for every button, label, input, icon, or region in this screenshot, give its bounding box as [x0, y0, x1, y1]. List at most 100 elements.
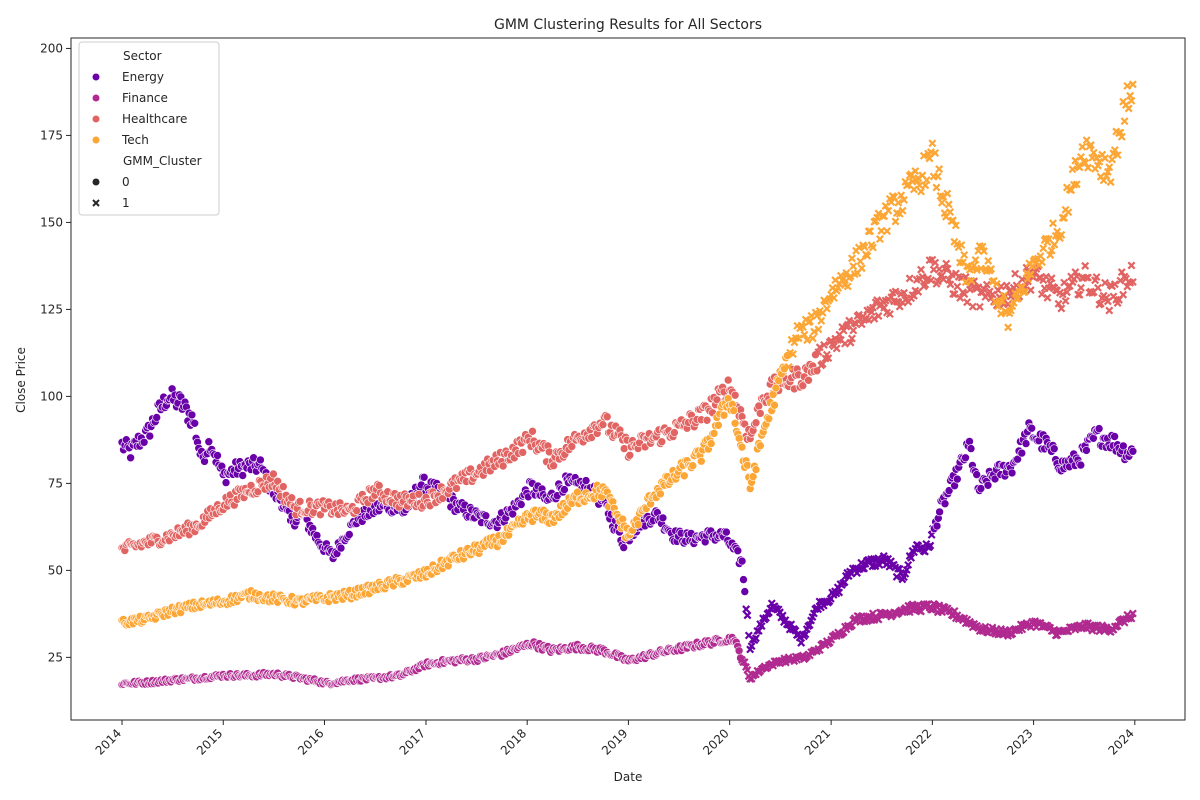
data-point — [1093, 283, 1102, 292]
data-point — [1004, 300, 1013, 309]
data-point — [798, 381, 808, 391]
legend-entry: Finance — [122, 91, 168, 105]
data-point — [1110, 146, 1119, 155]
series-healthcare — [117, 255, 1137, 555]
data-point — [344, 530, 354, 539]
data-point — [743, 665, 752, 674]
data-point — [1068, 165, 1077, 174]
data-point — [1127, 261, 1136, 270]
legend-entry: 1 — [122, 196, 130, 210]
data-point — [965, 437, 974, 446]
data-point — [1012, 281, 1021, 290]
data-point — [849, 326, 858, 335]
data-point — [452, 484, 461, 493]
data-point — [755, 409, 765, 418]
data-point — [598, 420, 608, 429]
data-point — [670, 428, 679, 437]
data-point — [940, 499, 950, 509]
y-tick-label: 125 — [40, 302, 63, 316]
data-point — [739, 575, 748, 584]
data-point — [737, 442, 747, 452]
data-point — [754, 626, 763, 635]
data-point — [960, 250, 969, 259]
data-point — [719, 410, 729, 420]
data-point — [414, 489, 424, 499]
legend-entry: 0 — [122, 175, 130, 189]
data-point — [1076, 152, 1085, 161]
data-point — [1095, 157, 1104, 166]
data-point — [1050, 240, 1059, 249]
data-point — [751, 418, 761, 428]
data-point — [866, 227, 875, 236]
data-point — [1058, 290, 1067, 299]
data-point — [679, 471, 689, 481]
data-point — [246, 481, 256, 490]
data-point — [824, 354, 833, 363]
data-point — [997, 282, 1005, 291]
data-point — [1026, 286, 1035, 295]
data-point — [864, 316, 873, 324]
data-point — [1027, 423, 1036, 433]
legend-entry: Healthcare — [122, 112, 187, 126]
data-point — [1120, 117, 1129, 126]
data-point — [1037, 258, 1046, 267]
data-point — [935, 507, 944, 517]
legend: Sector Energy Finance Healthcare Tech GMM_Clu… — [78, 41, 220, 216]
data-point — [1026, 270, 1035, 279]
data-point — [1096, 299, 1105, 308]
data-point — [931, 258, 940, 267]
data-point — [784, 362, 793, 371]
data-point — [1042, 272, 1051, 281]
data-point — [126, 453, 135, 463]
data-point — [970, 261, 979, 270]
data-point — [518, 448, 528, 457]
data-point — [1078, 142, 1087, 151]
legend-box — [78, 41, 220, 216]
data-point — [990, 474, 1000, 484]
data-point — [905, 274, 914, 283]
chart-title: GMM Clustering Results for All Sectors — [494, 17, 762, 33]
y-tick-label: 50 — [48, 563, 63, 577]
data-point — [971, 255, 980, 264]
data-point — [885, 310, 894, 319]
data-point — [846, 272, 855, 281]
data-point — [820, 340, 829, 349]
data-point — [1084, 163, 1093, 172]
data-point — [928, 139, 937, 148]
data-point — [213, 451, 222, 460]
legend-marker — [92, 115, 100, 123]
y-tick-label: 75 — [48, 476, 63, 490]
data-point — [961, 278, 970, 287]
data-point — [1004, 323, 1013, 332]
data-point — [818, 359, 827, 368]
data-point — [856, 257, 865, 266]
data-point — [883, 227, 891, 236]
data-point — [841, 339, 849, 348]
data-point — [1075, 290, 1084, 299]
data-point — [1062, 288, 1071, 297]
data-point — [755, 441, 765, 451]
data-point — [957, 241, 966, 250]
data-point — [1089, 148, 1098, 157]
points-layer — [117, 80, 1138, 690]
legend-marker — [92, 73, 100, 81]
data-point — [900, 288, 908, 297]
data-point — [897, 191, 906, 200]
data-point — [975, 302, 984, 311]
data-point — [880, 303, 889, 312]
x-axis: 2014 2015 2016 2017 2018 2019 2020 2021 2022 2023… — [93, 720, 1137, 758]
data-point — [952, 474, 962, 484]
x-tick-label: 2018 — [498, 726, 529, 757]
data-point — [1021, 439, 1031, 448]
data-point — [1117, 268, 1126, 277]
data-point — [911, 167, 920, 176]
data-point — [902, 565, 911, 574]
data-point — [657, 437, 667, 447]
data-point — [656, 489, 665, 499]
data-point — [145, 431, 155, 441]
data-point — [152, 413, 161, 422]
data-point — [549, 461, 558, 471]
data-point — [822, 304, 831, 313]
data-point — [336, 543, 346, 553]
data-point — [221, 478, 231, 487]
